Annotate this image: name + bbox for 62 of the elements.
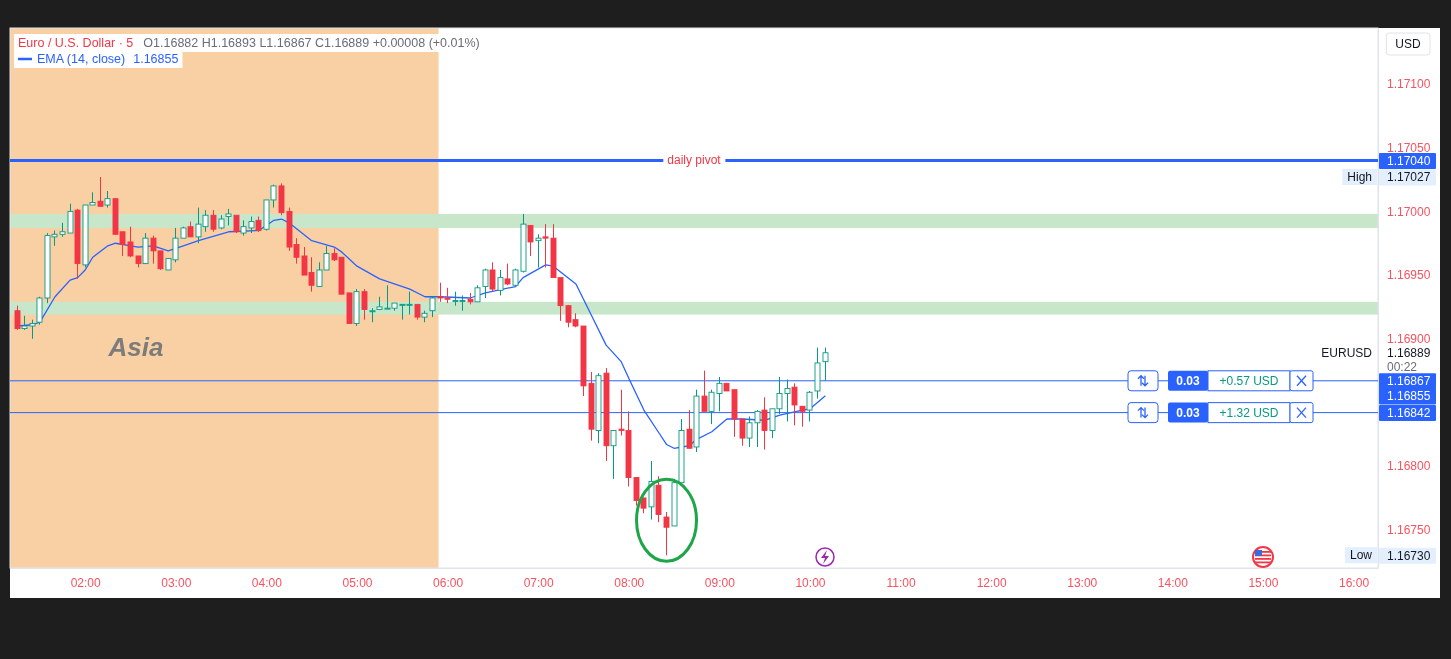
ref-line-label: daily pivot (667, 153, 722, 168)
x-tick-label: 08:00 (614, 575, 645, 590)
x-tick-label: 05:00 (342, 575, 373, 590)
candlestick (535, 233, 542, 268)
candlestick (527, 224, 534, 257)
x-tick-label: 07:00 (523, 575, 555, 590)
y-tick-label: 1.16950 (1387, 268, 1431, 283)
candlestick (14, 305, 21, 331)
y-tick-label: 1.16842 (1387, 405, 1431, 420)
y-tick-label: 1.16900 (1387, 332, 1431, 347)
candlestick (610, 429, 617, 480)
y-tick-label: 1.16730 (1387, 548, 1431, 563)
annotation: 0.03 (1176, 405, 1200, 420)
text: USD (1395, 37, 1421, 51)
y-tick-label: 1.16750 (1387, 523, 1431, 538)
y-tick-label: 1.16855 (1387, 389, 1431, 404)
annotation: +0.57 USD (1219, 373, 1279, 388)
text: Euro / U.S. Dollar · 5 (18, 36, 134, 50)
y-tick-label: 1.17000 (1387, 204, 1431, 219)
y-tick-label: 1.17100 (1387, 77, 1431, 92)
x-tick-label: 14:00 (1157, 575, 1189, 590)
candlestick (361, 288, 368, 321)
candlestick (791, 382, 798, 426)
x-tick-label: 10:00 (795, 575, 826, 590)
candlestick (489, 261, 496, 293)
y-tick-label: 1.17027 (1387, 170, 1431, 185)
candlestick (701, 370, 708, 412)
y-tick-label: 1.17040 (1387, 153, 1431, 168)
candlestick (497, 269, 504, 296)
text: 1.16855 (133, 52, 179, 66)
annotation: +1.32 USD (1219, 405, 1279, 420)
x-tick-label: 03:00 (161, 575, 192, 590)
candlestick (761, 396, 768, 451)
y-tick-label: 1.16800 (1387, 459, 1431, 474)
candlestick (663, 511, 670, 556)
annotation: 0.03 (1176, 373, 1200, 388)
legend-label: EMA (14, close) (37, 52, 126, 66)
candlestick (97, 176, 104, 207)
y-tick-label: 1.16889 (1387, 346, 1431, 361)
x-tick-label: 11:00 (886, 575, 916, 590)
annotation: Low (1349, 548, 1373, 563)
y-tick-label: 1.17050 (1387, 141, 1431, 156)
text: O1.16882 H1.16893 L1.16867 C1.16889 +0.00008 (+0.01%) (143, 36, 480, 50)
x-tick-label: 16:00 (1339, 575, 1370, 590)
candlestick (686, 409, 693, 449)
x-tick-label: 12:00 (976, 575, 1007, 590)
x-tick-label: 13:00 (1067, 575, 1098, 590)
candlestick (482, 268, 489, 299)
text: 00:22 (1387, 359, 1418, 374)
x-tick-label: 09:00 (704, 575, 736, 590)
y-tick-label: 1.16867 (1387, 374, 1431, 389)
candlestick (799, 405, 806, 428)
band-label: Asia (107, 331, 164, 362)
annotation: EURUSD (1321, 345, 1373, 360)
x-tick-label: 15:00 (1248, 575, 1279, 590)
candlestick (822, 347, 829, 382)
annotation: High (1347, 170, 1372, 185)
candlestick (210, 209, 217, 233)
candlestick (806, 390, 813, 423)
x-tick-label: 02:00 (70, 575, 102, 590)
x-tick-label: 06:00 (433, 575, 464, 590)
x-tick-label: 04:00 (251, 575, 283, 590)
